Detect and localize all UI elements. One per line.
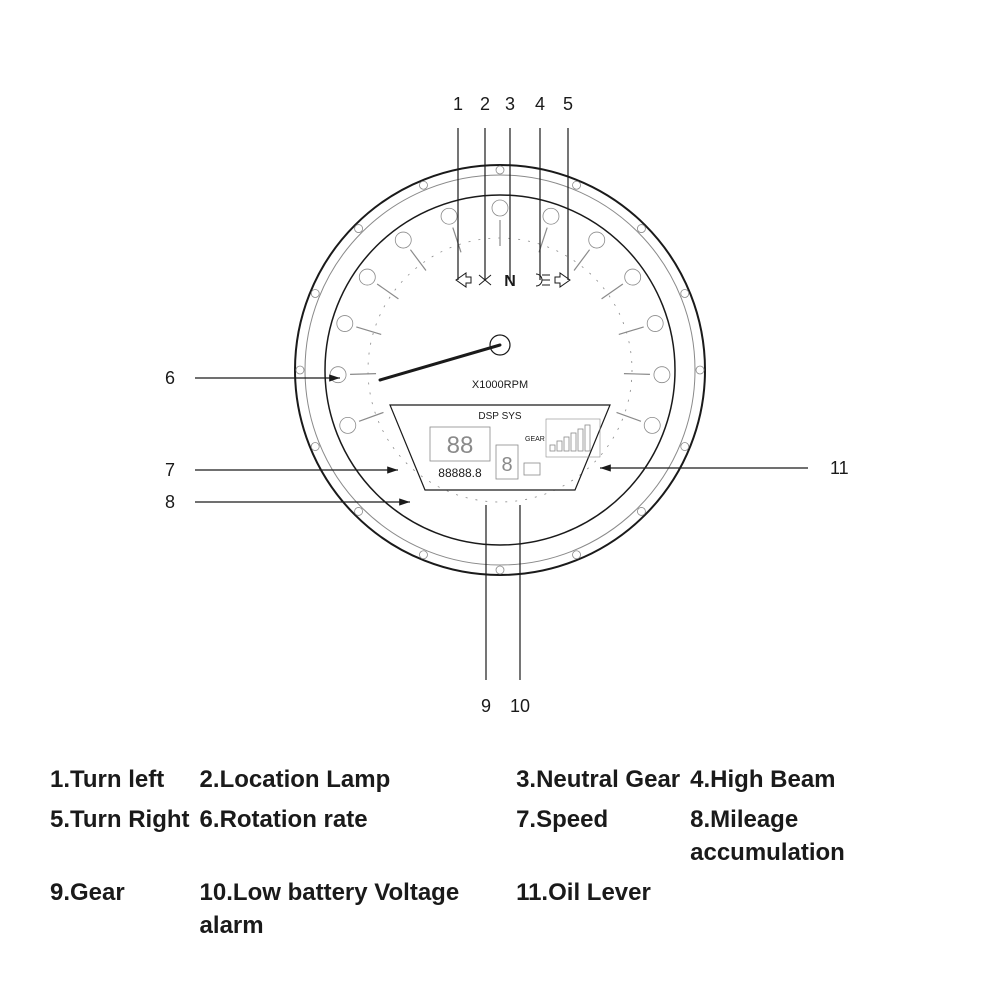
svg-text:11: 11	[830, 458, 849, 478]
legend-item: 1.Turn left	[50, 760, 200, 800]
svg-text:8: 8	[501, 454, 512, 476]
legend-item: 5.Turn Right	[50, 800, 200, 873]
legend-item: 4.High Beam	[690, 760, 950, 800]
legend-item: 3.Neutral Gear	[516, 760, 690, 800]
legend-item: 7.Speed	[516, 800, 690, 873]
high-beam-icon	[536, 274, 550, 286]
gauge: NX1000RPMDSP SYS8888888.88GEAR	[295, 165, 705, 575]
svg-text:6: 6	[165, 368, 175, 388]
svg-text:5: 5	[563, 94, 573, 114]
needle	[380, 345, 500, 380]
mileage-display: 88888.8	[438, 466, 482, 480]
svg-text:8: 8	[165, 492, 175, 512]
rpm-label: X1000RPM	[472, 379, 528, 391]
svg-text:2: 2	[480, 94, 490, 114]
legend-item	[690, 873, 950, 946]
svg-text:GEAR: GEAR	[525, 436, 545, 443]
legend-item: 11.Oil Lever	[516, 873, 690, 946]
svg-text:4: 4	[535, 94, 545, 114]
svg-text:3: 3	[505, 94, 515, 114]
battery-icon	[524, 463, 540, 475]
legend-item: 9.Gear	[50, 873, 200, 946]
legend-item: 10.Low battery Voltage alarm	[200, 873, 517, 946]
svg-text:9: 9	[481, 696, 491, 716]
svg-text:7: 7	[165, 460, 175, 480]
legend-item: 6.Rotation rate	[200, 800, 517, 873]
legend-item: 8.Mileage accumulation	[690, 800, 950, 873]
svg-text:1: 1	[453, 94, 463, 114]
legend: 1.Turn left2.Location Lamp3.Neutral Gear…	[50, 760, 950, 946]
svg-text:10: 10	[510, 696, 530, 716]
legend-item: 2.Location Lamp	[200, 760, 517, 800]
svg-text:88: 88	[447, 432, 474, 459]
page: NX1000RPMDSP SYS8888888.88GEAR 123456781…	[0, 0, 1000, 1000]
svg-text:DSP SYS: DSP SYS	[478, 411, 521, 422]
